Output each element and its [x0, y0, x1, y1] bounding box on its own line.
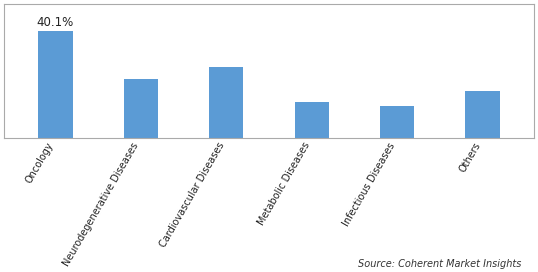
- Bar: [209, 67, 243, 138]
- Bar: [465, 91, 500, 138]
- Bar: [124, 79, 158, 138]
- Text: 40.1%: 40.1%: [37, 16, 74, 29]
- Bar: [38, 31, 73, 138]
- Bar: [295, 102, 329, 138]
- Bar: [380, 106, 414, 138]
- Text: Source: Coherent Market Insights: Source: Coherent Market Insights: [358, 259, 522, 269]
